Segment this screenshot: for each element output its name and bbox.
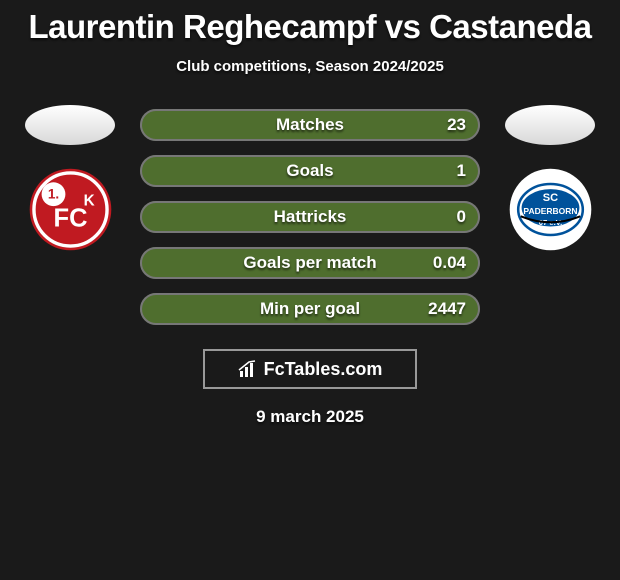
right-club-logo: SC PADERBORN 07 e.V. bbox=[508, 167, 593, 252]
stat-right-value: 1 bbox=[457, 155, 466, 187]
stat-right-value: 23 bbox=[447, 109, 466, 141]
stats-list: Matches23 Goals1 Hattricks0 Goals per match… bbox=[140, 109, 480, 325]
svg-text:SC: SC bbox=[542, 192, 557, 204]
right-player-avatar bbox=[505, 105, 595, 145]
stat-bar: Matches23 bbox=[140, 109, 480, 141]
svg-text:1.: 1. bbox=[47, 186, 58, 201]
stat-right-value: 0.04 bbox=[433, 247, 466, 279]
left-player-column: 1. FC K bbox=[20, 105, 120, 252]
svg-text:PADERBORN: PADERBORN bbox=[523, 206, 577, 216]
stat-bar: Min per goal2447 bbox=[140, 293, 480, 325]
stat-bar: Hattricks0 bbox=[140, 201, 480, 233]
stat-label: Hattricks bbox=[140, 201, 480, 233]
stat-label: Matches bbox=[140, 109, 480, 141]
stat-bar: Goals1 bbox=[140, 155, 480, 187]
stat-bar: Goals per match0.04 bbox=[140, 247, 480, 279]
svg-text:K: K bbox=[83, 192, 94, 209]
brand-text: FcTables.com bbox=[264, 359, 383, 380]
chart-icon bbox=[238, 359, 258, 379]
date-label: 9 march 2025 bbox=[0, 407, 620, 427]
svg-text:FC: FC bbox=[53, 205, 87, 233]
left-player-avatar bbox=[25, 105, 115, 145]
fck-logo-icon: 1. FC K bbox=[28, 167, 113, 252]
page-subtitle: Club competitions, Season 2024/2025 bbox=[0, 58, 620, 75]
stat-right-value: 0 bbox=[457, 201, 466, 233]
stat-label: Goals bbox=[140, 155, 480, 187]
right-player-column: SC PADERBORN 07 e.V. bbox=[500, 105, 600, 252]
left-club-logo: 1. FC K bbox=[28, 167, 113, 252]
stat-right-value: 2447 bbox=[428, 293, 466, 325]
stat-label: Goals per match bbox=[140, 247, 480, 279]
brand-box[interactable]: FcTables.com bbox=[203, 349, 417, 389]
page-title: Laurentin Reghecampf vs Castaneda bbox=[0, 0, 620, 46]
paderborn-logo-icon: SC PADERBORN 07 e.V. bbox=[508, 167, 593, 252]
comparison-row: 1. FC K Matches23 Goals1 Hattricks0 Goals p… bbox=[0, 105, 620, 325]
